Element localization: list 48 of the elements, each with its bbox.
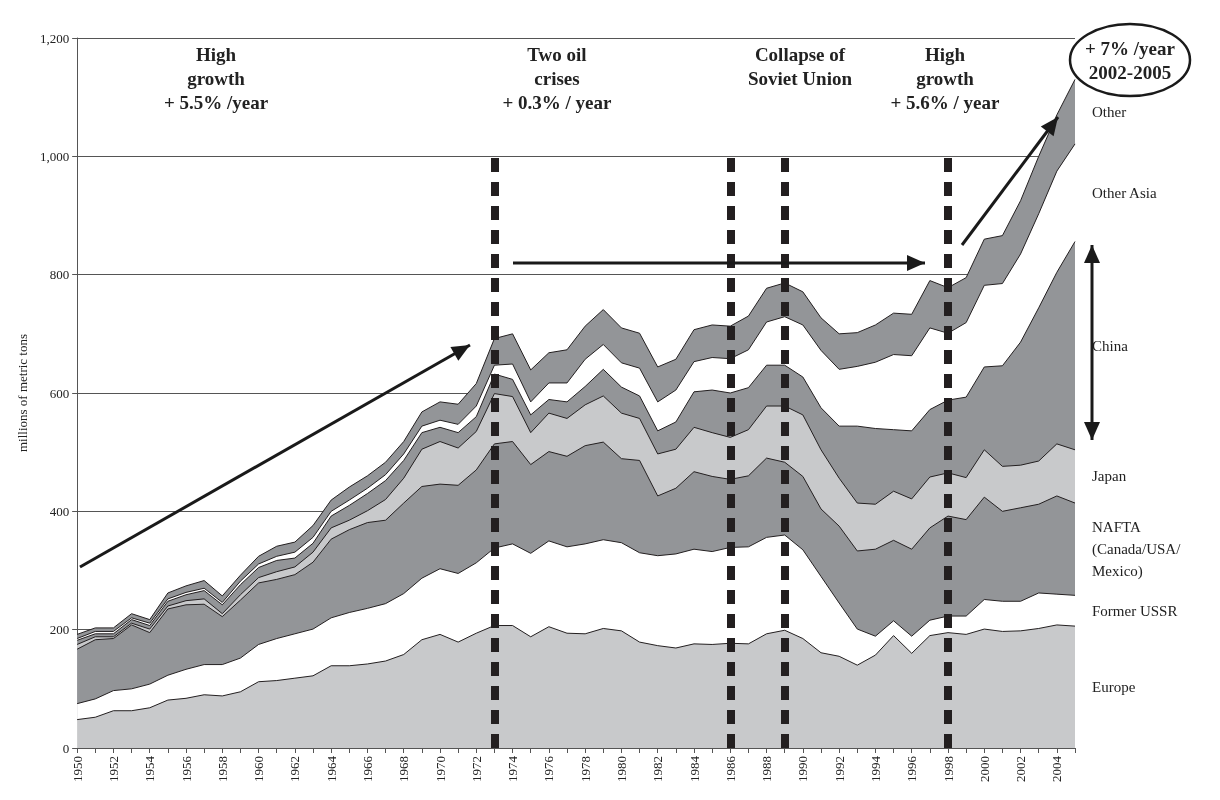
y-tick-label: 200	[49, 622, 70, 638]
x-tick-label: 1972	[468, 756, 484, 782]
series-label: China	[1092, 337, 1129, 354]
y-tick-label: 800	[49, 267, 70, 283]
x-tick-label: 1994	[867, 755, 883, 782]
x-tick-label: 1966	[359, 755, 375, 782]
y-tick-label: 400	[49, 503, 70, 519]
annotation: High growth + 5.5% /year	[163, 43, 269, 113]
annotation: Collapse of Soviet Union	[748, 43, 853, 89]
x-tick-label: 1964	[323, 755, 339, 782]
series-label: Other	[1092, 103, 1127, 120]
series-label: NAFTA (Canada/USA/Mexico)	[1092, 519, 1182, 581]
x-tick-label: 1980	[613, 756, 629, 782]
x-tick-label: 1976	[541, 755, 557, 782]
annotation: High growth + 5.6% / year	[890, 43, 1001, 113]
x-tick-label: 1970	[432, 756, 448, 782]
series-label: Other Asia	[1092, 184, 1157, 201]
x-tick-label: 1992	[831, 756, 847, 782]
x-tick-label: 2002	[1013, 756, 1029, 782]
x-tick-label: 1986	[722, 755, 738, 782]
x-tick-label: 1960	[251, 756, 267, 782]
x-tick-label: 1954	[142, 755, 158, 782]
x-tick-label: 1998	[940, 756, 956, 782]
y-tick-label: 1,200	[39, 30, 70, 46]
text: + 7% /year 2002-2005	[1085, 37, 1176, 83]
x-tick-label: 1952	[105, 756, 121, 782]
series-label: Japan	[1092, 468, 1127, 485]
y-tick-label: 1,000	[39, 148, 70, 164]
x-tick-label: 2004	[1049, 755, 1065, 782]
x-tick-label: 1958	[214, 756, 230, 782]
y-tick-label: 600	[49, 385, 70, 401]
x-tick-label: 1996	[904, 755, 920, 782]
x-tick-label: 1968	[396, 756, 412, 782]
x-tick-label: 1950	[69, 756, 85, 782]
x-tick-label: 1974	[505, 755, 521, 782]
series-label: Europe	[1092, 679, 1136, 696]
series-label: Former USSR	[1092, 602, 1178, 619]
x-tick-label: 1988	[759, 756, 775, 782]
x-tick-label: 1990	[795, 756, 811, 782]
annotation: Two oil crises + 0.3% / year	[502, 43, 613, 113]
y-tick-label: 0	[62, 740, 70, 756]
x-tick-label: 1962	[287, 756, 303, 782]
x-tick-label: 1956	[178, 755, 194, 782]
x-tick-label: 1984	[686, 755, 702, 782]
x-tick-label: 2000	[976, 756, 992, 782]
x-tick-label: 1982	[650, 756, 666, 782]
y-axis-title: millions of metric tons	[15, 333, 30, 453]
x-tick-label: 1978	[577, 756, 593, 782]
